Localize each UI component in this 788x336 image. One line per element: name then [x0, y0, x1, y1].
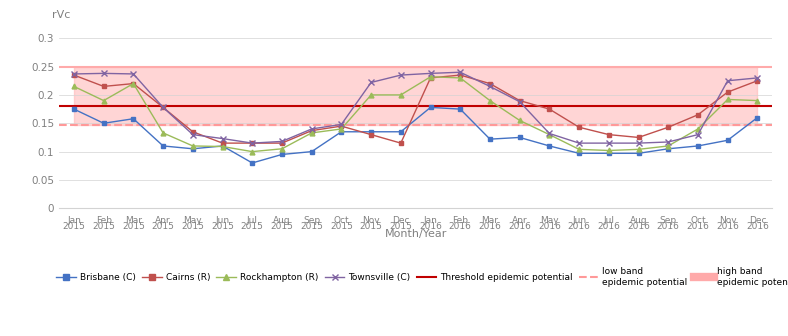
Text: 2015: 2015: [389, 222, 412, 231]
Text: 2016: 2016: [746, 222, 769, 231]
Text: 2015: 2015: [330, 222, 353, 231]
Text: 2016: 2016: [686, 222, 709, 231]
Text: 2016: 2016: [538, 222, 561, 231]
Text: 2016: 2016: [508, 222, 531, 231]
Text: Sep: Sep: [660, 216, 677, 225]
Text: 2016: 2016: [449, 222, 472, 231]
Text: May: May: [184, 216, 203, 225]
Text: Nov: Nov: [362, 216, 380, 225]
Text: Feb: Feb: [452, 216, 468, 225]
Text: Dec: Dec: [749, 216, 766, 225]
Text: Mar: Mar: [481, 216, 499, 225]
Text: Jun: Jun: [215, 216, 229, 225]
Text: 2015: 2015: [62, 222, 85, 231]
Text: Jul: Jul: [247, 216, 258, 225]
Text: 2016: 2016: [657, 222, 680, 231]
Text: 2015: 2015: [122, 222, 145, 231]
Text: 2015: 2015: [151, 222, 174, 231]
Text: 2016: 2016: [478, 222, 501, 231]
Text: Apr: Apr: [512, 216, 527, 225]
Legend: Brisbane (C), Cairns (R), Rockhampton (R), Townsville (C), Threshold epidemic po: Brisbane (C), Cairns (R), Rockhampton (R…: [57, 267, 788, 287]
Text: 2016: 2016: [716, 222, 739, 231]
Text: Apr: Apr: [155, 216, 171, 225]
Text: Aug: Aug: [630, 216, 647, 225]
Text: 2015: 2015: [300, 222, 323, 231]
Text: 2016: 2016: [627, 222, 650, 231]
Text: Oct: Oct: [333, 216, 349, 225]
Text: Feb: Feb: [95, 216, 112, 225]
Text: Aug: Aug: [273, 216, 291, 225]
Text: Mar: Mar: [125, 216, 142, 225]
Text: 2016: 2016: [419, 222, 442, 231]
Text: Dec: Dec: [392, 216, 410, 225]
Text: 2015: 2015: [211, 222, 234, 231]
Text: 2015: 2015: [359, 222, 382, 231]
Text: May: May: [540, 216, 559, 225]
Text: Oct: Oct: [690, 216, 706, 225]
Text: 2015: 2015: [92, 222, 115, 231]
Text: 2015: 2015: [241, 222, 264, 231]
Text: Jun: Jun: [572, 216, 586, 225]
Text: 2016: 2016: [597, 222, 620, 231]
Text: Jan: Jan: [67, 216, 81, 225]
Text: 2016: 2016: [567, 222, 590, 231]
Text: rVc: rVc: [52, 10, 70, 19]
Text: 2015: 2015: [270, 222, 293, 231]
Text: Month/Year: Month/Year: [385, 229, 447, 239]
Text: Nov: Nov: [719, 216, 737, 225]
Text: 2015: 2015: [181, 222, 204, 231]
Text: Sep: Sep: [303, 216, 320, 225]
Text: Jul: Jul: [604, 216, 615, 225]
Text: Jan: Jan: [424, 216, 437, 225]
